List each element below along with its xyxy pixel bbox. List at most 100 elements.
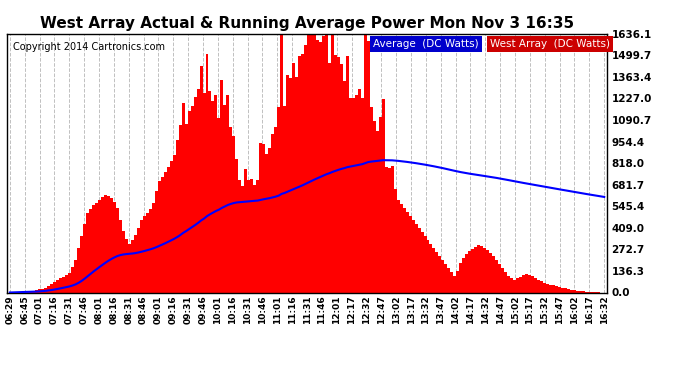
Bar	[307, 34, 310, 292]
Bar	[143, 216, 146, 292]
Bar	[71, 267, 74, 292]
Bar	[104, 195, 107, 292]
Bar	[164, 172, 167, 292]
Bar	[429, 244, 433, 292]
Bar	[80, 236, 83, 292]
Bar	[283, 105, 286, 292]
Bar	[462, 258, 465, 292]
Bar	[92, 205, 95, 292]
Bar	[561, 288, 564, 292]
Bar	[29, 291, 32, 292]
Bar	[382, 99, 385, 292]
Bar	[397, 200, 400, 292]
Bar	[460, 263, 462, 292]
Bar	[465, 254, 469, 292]
Bar	[349, 98, 352, 292]
Text: Average  (DC Watts): Average (DC Watts)	[373, 39, 479, 49]
Bar	[167, 167, 170, 292]
Bar	[576, 291, 579, 292]
Bar	[211, 100, 215, 292]
Bar	[280, 34, 283, 292]
Bar	[116, 208, 119, 292]
Bar	[528, 275, 531, 292]
Bar	[564, 288, 567, 292]
Bar	[244, 169, 247, 292]
Bar	[26, 291, 29, 292]
Bar	[433, 248, 435, 292]
Bar	[256, 180, 259, 292]
Bar	[543, 283, 546, 292]
Bar	[122, 231, 125, 292]
Bar	[570, 290, 573, 292]
Bar	[364, 34, 367, 292]
Bar	[113, 202, 116, 292]
Bar	[262, 144, 265, 292]
Bar	[65, 275, 68, 292]
Bar	[391, 166, 394, 292]
Bar	[229, 127, 233, 292]
Bar	[352, 98, 355, 292]
Bar	[298, 56, 301, 292]
Bar	[477, 245, 480, 292]
Bar	[510, 278, 513, 292]
Bar	[319, 42, 322, 292]
Bar	[501, 268, 504, 292]
Bar	[334, 56, 337, 292]
Bar	[268, 148, 271, 292]
Bar	[552, 285, 555, 292]
Bar	[355, 95, 358, 292]
Bar	[95, 203, 98, 292]
Bar	[370, 107, 373, 292]
Bar	[310, 34, 313, 292]
Bar	[188, 111, 190, 292]
Bar	[388, 168, 391, 292]
Bar	[373, 122, 376, 292]
Text: West Array  (DC Watts): West Array (DC Watts)	[490, 39, 610, 49]
Bar	[400, 204, 403, 292]
Bar	[140, 220, 143, 292]
Bar	[197, 89, 199, 292]
Bar	[253, 185, 256, 292]
Bar	[68, 273, 71, 292]
Bar	[149, 209, 152, 292]
Bar	[376, 131, 379, 292]
Bar	[534, 278, 537, 292]
Bar	[247, 180, 250, 292]
Bar	[217, 118, 220, 292]
Bar	[546, 284, 549, 292]
Bar	[119, 220, 122, 292]
Bar	[137, 228, 140, 292]
Bar	[537, 280, 540, 292]
Bar	[474, 247, 477, 292]
Bar	[181, 103, 185, 292]
Bar	[403, 208, 406, 292]
Bar	[343, 81, 346, 292]
Bar	[447, 268, 451, 292]
Bar	[420, 232, 424, 292]
Bar	[456, 271, 460, 292]
Bar	[489, 252, 492, 292]
Bar	[176, 140, 179, 292]
Bar	[567, 289, 570, 292]
Bar	[435, 252, 438, 292]
Bar	[47, 286, 50, 292]
Bar	[442, 260, 444, 292]
Bar	[89, 209, 92, 292]
Bar	[161, 177, 164, 292]
Bar	[495, 260, 498, 292]
Bar	[194, 97, 197, 292]
Bar	[199, 66, 203, 292]
Bar	[394, 189, 397, 292]
Bar	[83, 224, 86, 292]
Bar	[513, 280, 516, 292]
Bar	[107, 196, 110, 292]
Bar	[286, 75, 289, 292]
Bar	[516, 279, 519, 292]
Bar	[358, 90, 361, 292]
Bar	[128, 244, 131, 292]
Bar	[274, 127, 277, 292]
Bar	[44, 288, 47, 292]
Bar	[337, 57, 340, 292]
Bar	[525, 274, 528, 292]
Title: West Array Actual & Running Average Power Mon Nov 3 16:35: West Array Actual & Running Average Powe…	[40, 16, 574, 31]
